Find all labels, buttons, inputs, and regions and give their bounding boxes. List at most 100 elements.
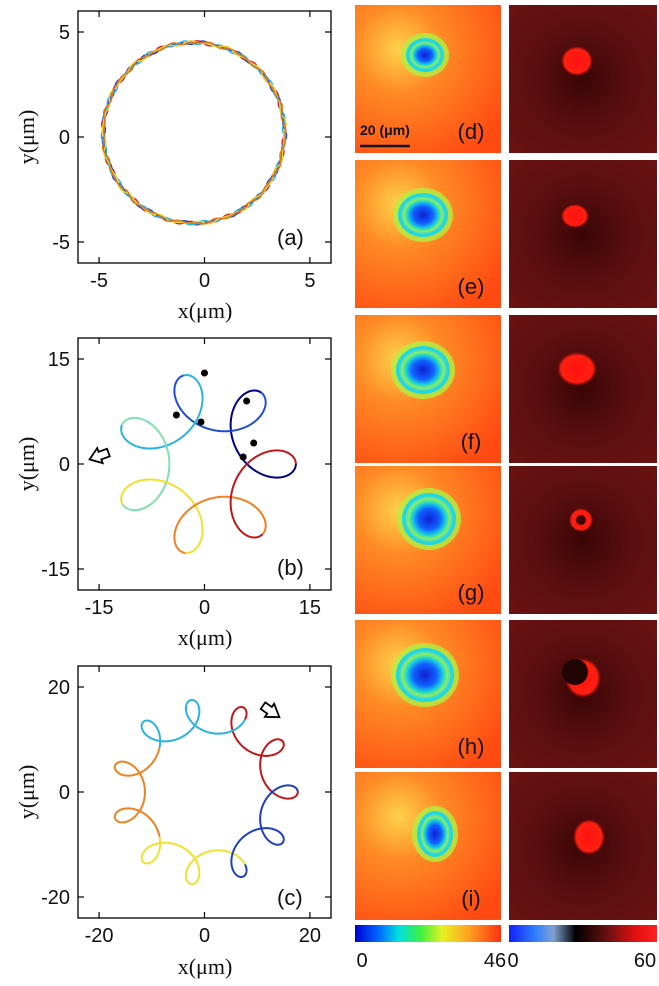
phase-map-e [355,160,501,308]
map-background [355,5,501,153]
colorbar-left-gradient [355,925,501,942]
spiral-core [405,496,453,542]
ticks-c: -20 0 20 -20 0 20 [41,666,331,947]
panel-label-a: (a) [277,225,304,250]
panel-a: -5 0 5 -5 0 5 (a) x(μm) y(μm) [14,10,332,323]
panel-label-f: (f) [461,429,482,454]
panel-label-c: (c) [277,885,303,910]
axes-frame-c [77,665,332,919]
panel-b: -15 0 15 -15 0 15 (b) x(μm) y(μm) [14,337,332,650]
y-tick-label: -5 [52,232,70,254]
colorbar-left-max: 46 [484,950,506,972]
panel-c: -20 0 20 -20 0 20 (c) x(μm) y(μm) [14,665,332,979]
intensity-map-i [509,772,657,920]
panel-label-i: (i) [461,886,481,911]
intensity-map-g [509,466,657,614]
trajectory-series [101,41,287,225]
direction-arrow-c [259,701,281,719]
map-background [509,160,657,308]
x-tick-label: -15 [85,597,114,619]
phase-map-f [355,315,501,463]
trajectory-series [173,374,267,433]
y-tick-label: -20 [41,887,70,909]
spiral-wave-maps: (d) (e) (f) (g) (h) (i) [355,5,657,920]
trajectory-series [230,706,299,800]
tip-marker [197,418,205,426]
intensity-blob [561,46,593,76]
y-tick-label: 0 [59,127,70,149]
spiral-core [399,349,447,391]
tip-marker [250,439,258,447]
x-tick-label: 0 [199,597,210,619]
scale-bar: 20 (μm) [360,122,410,148]
tip-marker [172,411,180,419]
colorbar-right-max: 60 [634,950,656,972]
x-tick-label: -5 [90,270,108,292]
colorbar-left: 0 46 [355,925,506,972]
trajectory-b [120,369,297,554]
panel-label-h: (h) [458,734,485,759]
trajectory-series [173,495,267,554]
spiral-core [401,196,445,234]
phase-map-d [355,5,501,153]
intensity-map-e [509,160,657,308]
intensity-hole [576,515,586,525]
ticks-a: -5 0 5 -5 0 5 [52,11,331,292]
direction-arrow-b [88,446,111,465]
y-tick-label: 0 [59,782,70,804]
trajectory-series [229,389,297,479]
x-tick-label: -20 [85,925,114,947]
y-tick-label: 0 [59,454,70,476]
tip-marker [201,369,208,377]
x-tick-label: 20 [299,925,321,947]
tip-marker [239,453,247,461]
y-tick-label: 15 [48,349,70,371]
trajectory-series [230,784,299,878]
intensity-blob [557,352,597,386]
trajectory-series [229,449,297,539]
x-axis-label-c: x(μm) [178,954,233,979]
trajectory-series [140,836,246,886]
trajectory-a [100,40,288,226]
x-tick-label: 0 [199,270,210,292]
x-axis-label-a: x(μm) [178,298,233,323]
intensity-map-h [509,620,657,768]
spiral-core [409,41,441,69]
map-background [509,466,657,614]
spiral-core [399,651,451,699]
map-background [509,5,657,153]
x-tick-label: 5 [304,270,315,292]
x-tick-label: 0 [199,925,210,947]
intensity-blob [573,819,605,855]
panel-label-d: (d) [458,119,485,144]
phase-map-h [355,620,501,768]
map-background [509,315,657,463]
ticks-b: -15 0 15 -15 0 15 [41,338,331,619]
y-axis-label-c: y(μm) [14,765,39,820]
scale-bar-label: 20 (μm) [360,122,410,138]
tip-marker [243,397,251,405]
colorbar-left-min: 0 [356,950,367,972]
y-axis-label-b: y(μm) [14,437,39,492]
y-tick-label: -15 [41,559,70,581]
panel-label-e: (e) [458,274,485,299]
spiral-core [420,814,450,854]
phase-map-i [355,772,501,920]
trajectory-series [113,747,161,837]
panel-label-b: (b) [277,555,304,580]
trajectory-series [120,478,204,554]
intensity-blob [561,204,589,228]
y-tick-label: 5 [59,22,70,44]
intensity-map-d [509,5,657,153]
trajectory-series [120,416,171,512]
trajectory-series [120,374,204,450]
intensity-hole [562,659,588,685]
x-tick-label: 15 [299,597,321,619]
colorbar-right-gradient [509,925,657,942]
y-axis-label-a: y(μm) [14,110,39,165]
colorbar-right-min: 0 [507,950,518,972]
x-axis-label-b: x(μm) [178,625,233,650]
colorbar-right: 0 60 [507,925,657,972]
panel-label-g: (g) [458,580,485,605]
